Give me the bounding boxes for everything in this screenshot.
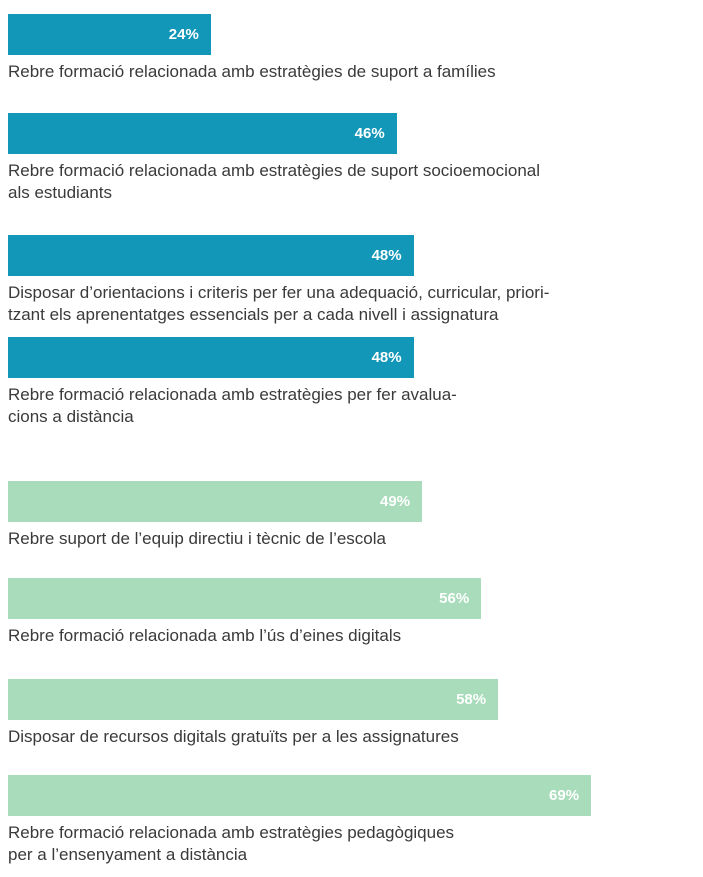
value-label: 48% bbox=[371, 247, 402, 264]
bar: 56% bbox=[8, 578, 482, 619]
value-label: 46% bbox=[354, 125, 385, 142]
bar: 46% bbox=[8, 113, 397, 154]
value-label: 56% bbox=[439, 590, 470, 607]
bar: 58% bbox=[8, 679, 499, 720]
value-label: 48% bbox=[371, 349, 402, 366]
bar: 48% bbox=[8, 235, 414, 276]
bar: 49% bbox=[8, 481, 423, 522]
value-label: 69% bbox=[549, 787, 580, 804]
category-label: Rebre suport de l’equip directiu i tècni… bbox=[8, 529, 386, 548]
category-label: Rebre formació relacionada amb estratègi… bbox=[8, 161, 541, 202]
category-label: Rebre formació relacionada amb l’ús d’ei… bbox=[8, 626, 402, 645]
value-label: 24% bbox=[168, 26, 199, 43]
value-label: 58% bbox=[456, 691, 487, 708]
bar: 69% bbox=[8, 775, 592, 816]
category-label: Rebre formació relacionada amb estratègi… bbox=[8, 823, 455, 864]
category-label: Disposar d’orientacions i criteris per f… bbox=[8, 283, 550, 324]
category-label: Rebre formació relacionada amb estratègi… bbox=[8, 385, 457, 426]
value-label: 49% bbox=[380, 493, 411, 510]
category-label: Rebre formació relacionada amb estratègi… bbox=[8, 62, 496, 81]
bar: 24% bbox=[8, 14, 211, 55]
bar: 48% bbox=[8, 337, 414, 378]
category-label: Disposar de recursos digitals gratuïts p… bbox=[8, 727, 459, 746]
